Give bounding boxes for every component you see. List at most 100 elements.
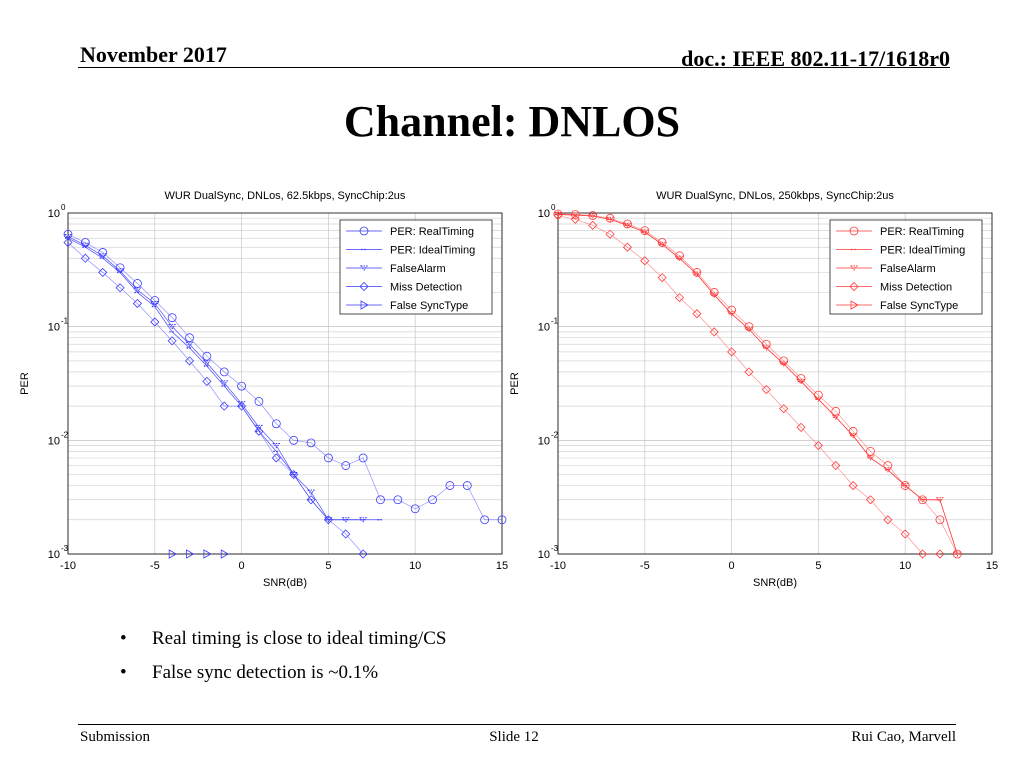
data-point [167, 336, 177, 346]
legend-label: PER: IdealTiming [880, 245, 965, 257]
data-point [849, 433, 858, 439]
legend-marker [360, 300, 369, 310]
legend-marker [850, 300, 859, 310]
data-point [953, 551, 962, 557]
data-point [779, 356, 789, 366]
data-point [710, 292, 719, 298]
data-point [554, 212, 562, 218]
data-point [657, 273, 667, 283]
legend-label: PER: RealTiming [390, 226, 474, 238]
data-point [727, 311, 736, 317]
data-point [588, 213, 597, 219]
data-point [935, 497, 944, 503]
data-point [150, 317, 160, 327]
legend-marker [360, 265, 368, 271]
x-tick-label: 15 [986, 560, 998, 572]
data-point [848, 481, 858, 491]
legend-label: FalseAlarm [880, 263, 936, 275]
data-point [831, 460, 841, 471]
legend-label: False SyncType [390, 300, 468, 312]
data-point [796, 422, 806, 432]
header-divider [78, 67, 950, 68]
data-point [133, 287, 142, 293]
y-axis-label: PER [509, 372, 521, 395]
data-point [324, 517, 333, 523]
data-point [814, 396, 823, 403]
x-tick-label: -10 [60, 560, 76, 572]
x-tick-label: 5 [325, 560, 331, 572]
chart-title: WUR DualSync, DNLos, 250kbps, SyncChip:2… [656, 190, 894, 202]
header-doc-id: doc.: IEEE 802.11-17/1618r0 [681, 46, 950, 71]
data-point [900, 481, 910, 490]
data-point [81, 242, 90, 249]
series-line [67, 242, 364, 555]
data-point [865, 495, 876, 505]
data-point [709, 327, 719, 337]
data-point [358, 549, 368, 559]
data-point [254, 426, 264, 436]
bullet-item: • Real timing is close to ideal timing/CS [120, 628, 446, 662]
legend-marker [359, 226, 369, 236]
data-point [167, 313, 177, 323]
data-point [606, 216, 615, 223]
y-tick-exponent: -2 [61, 430, 69, 439]
data-point [202, 351, 212, 361]
data-point [98, 253, 107, 259]
y-tick-label: 10 [48, 435, 60, 447]
data-point [445, 481, 455, 490]
data-point [219, 367, 229, 377]
data-point [358, 453, 368, 463]
data-point [254, 397, 264, 406]
data-point [185, 341, 194, 348]
series-line [557, 214, 958, 555]
y-tick-label: 10 [48, 322, 60, 334]
data-point [63, 237, 73, 248]
slide-title: Channel: DNLOS [343, 97, 681, 146]
chart-title: WUR DualSync, DNLos, 62.5kbps, SyncChip:… [165, 190, 406, 202]
bullet-list: • Real timing is close to ideal timing/CS… [120, 628, 446, 696]
data-point [779, 361, 788, 367]
x-tick-label: 5 [815, 560, 821, 572]
legend-marker [849, 281, 859, 292]
plot-frame [557, 212, 993, 555]
legend-label: False SyncType [880, 300, 958, 312]
data-point [359, 517, 368, 523]
data-point [692, 309, 702, 319]
y-tick-exponent: -3 [551, 544, 559, 553]
header-date: November 2017 [80, 42, 227, 67]
data-point [779, 404, 789, 414]
y-tick-exponent: 0 [61, 203, 66, 212]
data-point [570, 214, 580, 224]
data-point [64, 234, 72, 240]
legend-label: Miss Detection [390, 282, 462, 294]
data-point [306, 495, 316, 505]
legend-marker [359, 281, 369, 292]
y-tick-label: 10 [538, 549, 550, 561]
data-point [237, 401, 247, 411]
footer-divider [78, 724, 956, 725]
data-point [202, 376, 212, 386]
data-point [184, 356, 195, 366]
data-point [376, 495, 385, 505]
data-point [744, 367, 754, 377]
data-point [289, 435, 299, 445]
data-point [761, 384, 771, 395]
data-point [935, 549, 945, 559]
data-point [219, 401, 229, 411]
data-point [254, 424, 263, 431]
plot-frame [67, 212, 503, 555]
legend-marker [850, 265, 858, 271]
data-point [900, 529, 910, 539]
data-point [341, 517, 350, 523]
x-axis-label: SNR(dB) [263, 577, 307, 589]
data-point [133, 279, 142, 288]
data-point [115, 283, 125, 293]
data-point [323, 453, 333, 463]
x-tick-label: 10 [409, 560, 421, 572]
data-point [674, 293, 685, 303]
data-point [341, 529, 351, 539]
data-point [150, 300, 159, 307]
legend-box [829, 219, 983, 315]
data-point [640, 229, 649, 235]
